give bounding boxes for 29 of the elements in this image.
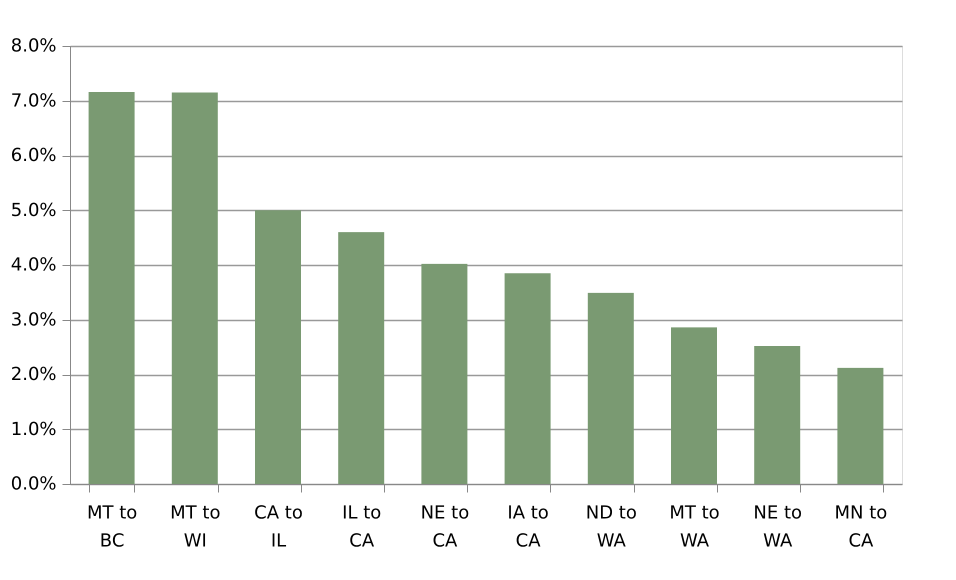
- x-tick-label: IA to CA: [507, 502, 549, 552]
- x-tick-label: MT to WA: [669, 502, 720, 552]
- bar: [338, 232, 384, 484]
- x-tick-label: NE to CA: [420, 502, 470, 552]
- x-tick-label: CA to IL: [254, 502, 303, 552]
- x-tick-label: MN to CA: [834, 502, 888, 552]
- y-tick-label: 2.0%: [10, 364, 56, 385]
- bar: [172, 92, 218, 484]
- y-tick-label: 0.0%: [10, 474, 56, 494]
- y-tick-label: 6.0%: [10, 145, 56, 166]
- y-tick-label: 7.0%: [10, 90, 56, 112]
- y-tick-label: 4.0%: [10, 254, 56, 276]
- bar: [88, 92, 135, 484]
- x-tick-label: MT to WI: [170, 502, 220, 552]
- y-tick-label: 1.0%: [10, 418, 56, 440]
- bar: [421, 264, 468, 484]
- bar: [754, 346, 800, 484]
- bar: [255, 210, 301, 484]
- x-tick-label: IL to CA: [342, 502, 382, 552]
- bar: [671, 327, 717, 484]
- bar: [837, 368, 884, 484]
- x-tick-label: NE to WA: [753, 502, 802, 552]
- y-tick-label: 3.0%: [10, 309, 56, 330]
- bar: [504, 273, 551, 484]
- y-tick-label: 5.0%: [10, 200, 56, 221]
- x-tick-label: ND to WA: [586, 502, 637, 552]
- x-tick-label: MT to BC: [86, 502, 138, 552]
- y-tick-label: 8.0%: [10, 36, 56, 56]
- bar: [588, 292, 634, 484]
